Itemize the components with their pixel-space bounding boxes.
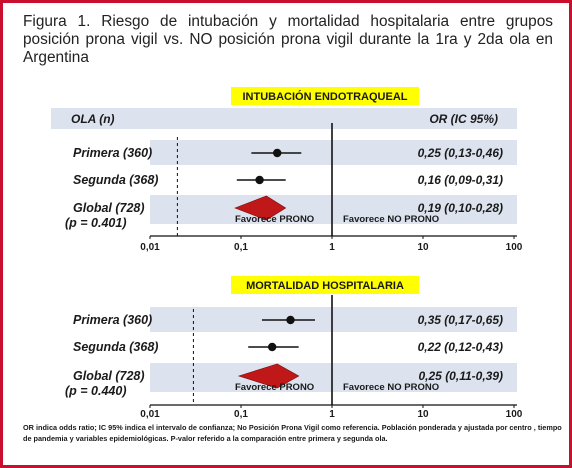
panel1-row-band [150,195,517,224]
panel1-row-sublabel: (p = 0.401) [65,216,127,230]
panel1-header-band [51,108,517,129]
panel2-row-or-text: 0,22 (0,12-0,43) [418,340,503,354]
figure-title: Figura 1. Riesgo de intubación y mortali… [23,13,553,66]
panel2-point-estimate [286,315,295,325]
panel2-x-tick-label: 0,01 [140,409,160,420]
panel2-x-tick-label: 1 [329,409,335,420]
forest-plot: INTUBACIÓN ENDOTRAQUEAL OLA (n) OR (IC 95%… [51,87,523,420]
panel2-row-or-text: 0,25 (0,11-0,39) [419,369,504,383]
panel1-header-title: INTUBACIÓN ENDOTRAQUEAL [243,90,408,103]
panel2-point-estimate [267,342,277,352]
panel1-row-label: Primera (360) [73,146,152,160]
panel1-col-left: OLA (n) [71,112,115,126]
panel2-row-sublabel: (p = 0.440) [65,384,127,398]
panel2-row-label: Global (728) [73,369,145,383]
panel1-row-label: Segunda (368) [73,173,158,187]
footnote: OR indica odds ratio; IC 95% indica el i… [23,423,562,443]
panel2-x-tick-label: 10 [417,409,429,420]
panel1-favors-left: Favorece PRONO [235,214,314,225]
panel2-row-band [150,363,517,392]
panel1-col-right: OR (IC 95%) [429,112,498,126]
panel1-x-tick-label: 1 [329,242,335,253]
panel2-favors-left: Favorece PRONO [235,382,314,393]
panel1-x-tick-label: 100 [506,242,523,253]
panel1-row-band [150,140,517,165]
panel1-pooled-diamond [234,195,287,221]
panel2-x-tick-label: 100 [506,409,523,420]
panel1-x-tick-label: 0,01 [140,242,160,253]
panel1-point-estimate [255,175,264,185]
panel2-row-label: Segunda (368) [73,340,158,354]
panel2-row-band [150,307,517,332]
panel1-x-tick-label: 10 [417,242,429,253]
panel1-row-or-text: 0,25 (0,13-0,46) [418,146,503,160]
panel1-point-estimate [273,148,282,158]
panel1-row-label: Global (728) [73,201,145,215]
panel2-header-title: MORTALIDAD HOSPITALARIA [246,280,404,292]
panel1-favors-right: Favorece NO PRONO [343,214,439,225]
panel1-row-or-text: 0,19 (0,10-0,28) [418,201,503,215]
panel2-pooled-diamond [237,363,300,389]
panel1-row-or-text: 0,16 (0,09-0,31) [418,173,503,187]
panel2-x-tick-label: 0,1 [234,409,248,420]
panel2-row-or-text: 0,35 (0,17-0,65) [418,313,503,327]
panel1-x-tick-label: 0,1 [234,242,248,253]
panel2-row-label: Primera (360) [73,313,152,327]
panel2-favors-right: Favorece NO PRONO [343,382,439,393]
panel2-header-box [231,276,419,294]
panel1-header-box [231,87,419,105]
